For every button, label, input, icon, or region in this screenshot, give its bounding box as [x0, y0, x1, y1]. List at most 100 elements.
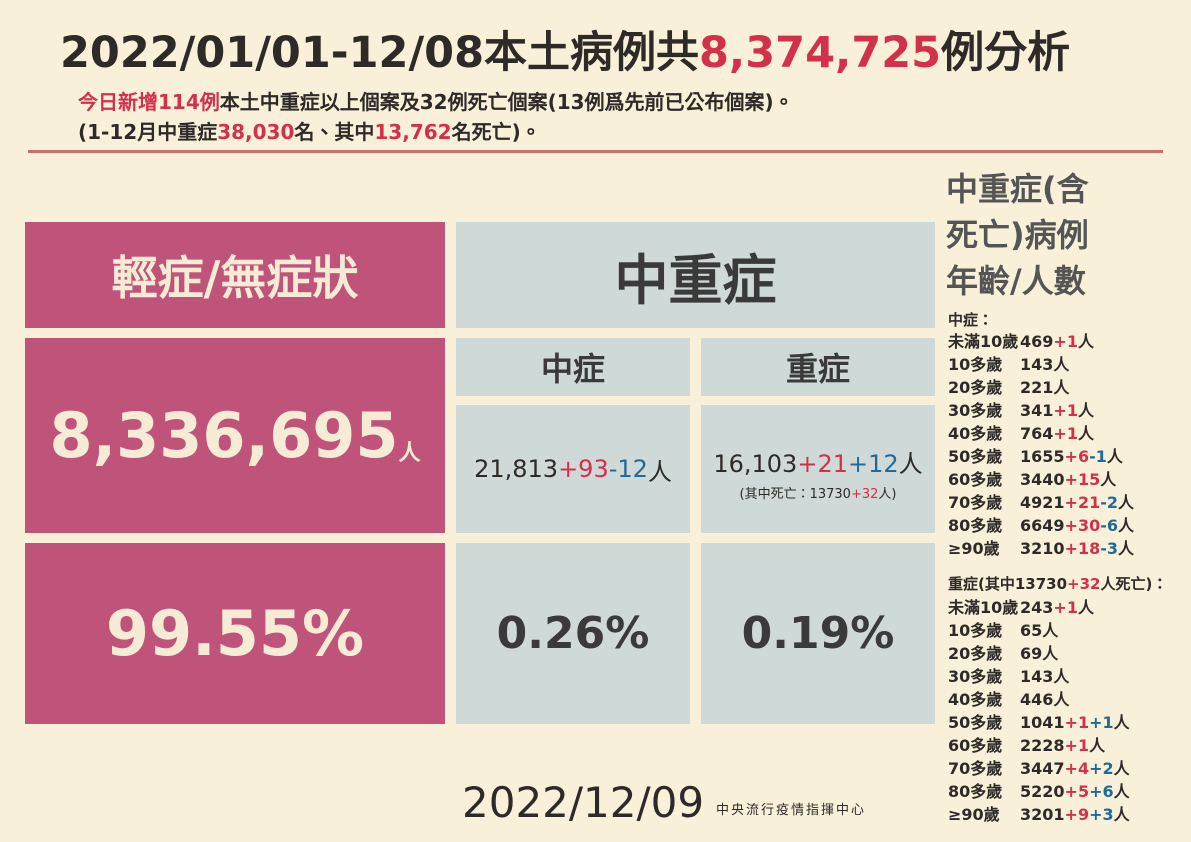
moderate-label: 中症：	[948, 309, 993, 330]
age: 80多歲	[948, 516, 1003, 535]
text-segment: 65人	[1020, 621, 1059, 640]
text-segment: +93	[558, 455, 609, 483]
text-segment: +5	[1064, 782, 1090, 801]
text-segment: +1	[1064, 736, 1090, 755]
text-segment: 3210	[1020, 539, 1065, 558]
mild-count: 8,336,695 人	[25, 338, 445, 533]
text-segment: 本土中重症以上個案及32例死亡個案(13例爲先前已公布個案)。	[219, 90, 794, 114]
text-segment: (其中死亡：13730	[739, 487, 851, 502]
text-segment: 人	[1117, 539, 1134, 558]
text-segment: 8,374,725	[699, 28, 942, 78]
age-row: ≥90歲 3210+18-3人	[948, 537, 1134, 560]
age-row: 未滿10歲 469+1人	[948, 330, 1134, 353]
text-segment: 6649	[1020, 516, 1065, 535]
age-title-line: 死亡)病例	[946, 216, 1089, 254]
text-segment: 重症(其中13730	[948, 575, 1068, 593]
mild-title: 輕症/無症狀	[25, 222, 445, 328]
divider	[28, 150, 1163, 153]
age: 20多歲	[948, 644, 1003, 663]
text-segment: 人	[1106, 447, 1123, 466]
age: ≥90歲	[948, 805, 1000, 824]
age-row: 70多歲 3447+4+2人	[948, 757, 1130, 780]
age: 40多歲	[948, 690, 1003, 709]
text-segment: 人	[1117, 516, 1134, 535]
age-title-line: 年齡/人數	[946, 262, 1086, 300]
age-row: 未滿10歲 243+1人	[948, 596, 1130, 619]
text-segment: -3	[1100, 539, 1118, 558]
text-segment: -6	[1100, 516, 1118, 535]
age-row: 60多歲 3440+15人	[948, 468, 1134, 491]
critical-count: 16,103+21+12人	[713, 444, 922, 479]
text-segment: 名、其中	[294, 120, 375, 144]
age: 未滿10歲	[948, 598, 1019, 617]
text-segment: 人	[647, 457, 672, 486]
age-row: 20多歲 221人	[948, 376, 1134, 399]
text-segment: +1	[1053, 332, 1078, 351]
age-row: 80多歲 6649+30-6人	[948, 514, 1134, 537]
text-segment: +1	[1053, 424, 1078, 443]
age-row: 10多歲 143人	[948, 353, 1134, 376]
count: 8,336,695	[49, 399, 399, 472]
text-segment: +21	[1064, 493, 1101, 512]
text-segment: 人死亡)：	[1100, 575, 1168, 593]
text-segment: (1-12月中重症	[78, 120, 218, 144]
text-segment: 人	[1077, 401, 1094, 420]
mild-percent: 99.55%	[25, 543, 445, 724]
age: 10多歲	[948, 355, 1003, 374]
severe-title: 中重症	[456, 222, 935, 328]
text-segment: +2	[1089, 759, 1114, 778]
text-segment: 243	[1020, 598, 1054, 617]
text-segment: -12	[608, 455, 648, 483]
text-segment: 今日新增114例	[78, 90, 220, 114]
age: 70多歲	[948, 493, 1003, 512]
age-row: ≥90歲 3201+9+3人	[948, 803, 1130, 826]
text-segment: +9	[1064, 805, 1090, 824]
text-segment: 人	[1100, 470, 1117, 489]
subtitle: 今日新增114例本土中重症以上個案及32例死亡個案(13例爲先前已公布個案)。	[78, 86, 794, 115]
age: 80多歲	[948, 782, 1003, 801]
critical-ages: 未滿10歲 243+1人 10多歲 65人 20多歲 69人 30多歲 143人 40多歲 446…	[948, 596, 1130, 826]
text-segment: +21	[797, 450, 848, 478]
text-segment: 人	[1117, 493, 1134, 512]
age: 50多歲	[948, 447, 1003, 466]
age: 10多歲	[948, 621, 1003, 640]
text-segment: 3201	[1020, 805, 1065, 824]
moderate-percent: 0.26%	[456, 543, 690, 724]
age-row: 40多歲 764+1人	[948, 422, 1134, 445]
text-segment: +1	[1089, 713, 1114, 732]
age-title-line: 中重症(含	[946, 170, 1089, 208]
moderate-title: 中症	[456, 338, 690, 396]
text-segment: 38,030	[217, 120, 295, 144]
age-title: 中重症(含死亡)病例年齡/人數	[946, 166, 1089, 304]
text-segment: 143人	[1020, 667, 1070, 686]
text-segment: 469	[1020, 332, 1054, 351]
text-segment: +12	[847, 450, 899, 478]
text-segment: +3	[1089, 805, 1114, 824]
age: 70多歲	[948, 759, 1003, 778]
age-row: 30多歲 341+1人	[948, 399, 1134, 422]
text-segment: 4921	[1020, 493, 1065, 512]
text-segment: 人	[1113, 805, 1130, 824]
text-segment: +18	[1064, 539, 1101, 558]
age-row: 50多歲 1655+6-1人	[948, 445, 1134, 468]
text-segment: +32	[850, 487, 879, 502]
text-segment: 3440	[1020, 470, 1065, 489]
text-segment: 1655	[1020, 447, 1065, 466]
age: 60多歲	[948, 470, 1003, 489]
age: 20多歲	[948, 378, 1003, 397]
text-segment: 名死亡)。	[451, 120, 541, 144]
text-segment: 221人	[1020, 378, 1070, 397]
text-segment: +1	[1053, 598, 1078, 617]
text-segment: +30	[1064, 516, 1101, 535]
age-row: 70多歲 4921+21-2人	[948, 491, 1134, 514]
age-row: 60多歲 2228+1人	[948, 734, 1130, 757]
moderate-ages: 未滿10歲 469+1人 10多歲 143人 20多歲 221人 30多歲 341+1人 40多…	[948, 330, 1134, 560]
age: 未滿10歲	[948, 332, 1019, 351]
text-segment: 人	[1077, 598, 1094, 617]
text-segment: 2022/01/01-12/08本土病例共	[60, 28, 699, 78]
text-segment: +6	[1064, 447, 1090, 466]
critical-cell: 16,103+21+12人 (其中死亡：13730+32人)	[701, 405, 935, 533]
text-segment: 3447	[1020, 759, 1065, 778]
text-segment: +1	[1053, 401, 1078, 420]
age: ≥90歲	[948, 539, 1000, 558]
